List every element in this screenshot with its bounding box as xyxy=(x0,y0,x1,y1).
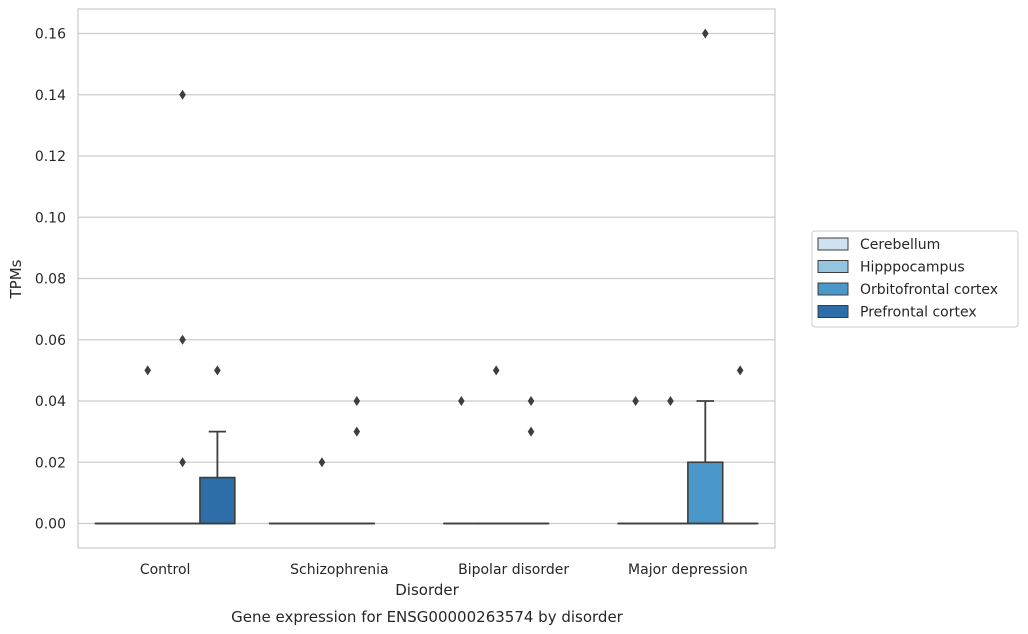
outlier-point xyxy=(527,426,535,437)
y-tick-label: 0.02 xyxy=(35,455,66,471)
y-tick-label: 0.06 xyxy=(35,333,66,349)
y-tick-label: 0.12 xyxy=(35,149,66,165)
chart-caption: Gene expression for ENSG00000263574 by d… xyxy=(231,608,624,626)
legend-frame xyxy=(811,230,1019,328)
outlier-point xyxy=(492,365,500,376)
y-tick-label: 0.00 xyxy=(35,517,66,533)
outlier-point xyxy=(353,396,361,406)
x-tick-label: Schizophrenia xyxy=(290,562,388,578)
y-tick-label: 0.04 xyxy=(35,394,66,410)
legend-swatch xyxy=(817,260,849,273)
outlier-point xyxy=(632,396,639,406)
plot-area-frame xyxy=(77,8,776,549)
x-tick-label: Bipolar disorder xyxy=(458,562,569,578)
outlier-point xyxy=(179,334,186,345)
outlier-point xyxy=(214,365,221,376)
x-tick-label: Control xyxy=(140,562,191,578)
outlier-point xyxy=(179,457,186,468)
outlier-point xyxy=(179,89,186,100)
y-axis-label: TPMs xyxy=(7,259,25,299)
y-axis-ticks: 0.00 0.02 0.04 0.06 0.08 0.10 0.12 0.14 0.16 xyxy=(35,27,66,533)
legend: Cerebellum Hipppocampus Orbitofrontal cort… xyxy=(811,230,1019,328)
outlier-point xyxy=(458,396,465,406)
y-tick-label: 0.14 xyxy=(35,88,66,104)
outlier-point xyxy=(144,365,151,376)
grid-lines xyxy=(78,32,775,525)
x-axis-ticks: Control Schizophrenia Bipolar disorder Majo… xyxy=(140,562,748,578)
legend-label: Hipppocampus xyxy=(860,260,965,276)
y-tick-label: 0.08 xyxy=(35,272,66,288)
outlier-point xyxy=(667,396,674,406)
legend-label: Prefrontal cortex xyxy=(860,305,977,321)
outlier-point xyxy=(318,457,326,468)
boxes xyxy=(94,28,759,525)
y-tick-label: 0.16 xyxy=(35,27,66,43)
legend-swatch xyxy=(817,305,849,318)
outlier-point xyxy=(353,426,361,437)
legend-label: Orbitofrontal cortex xyxy=(860,282,998,298)
box xyxy=(687,461,724,525)
x-tick-label: Major depression xyxy=(628,562,748,578)
y-tick-label: 0.10 xyxy=(35,210,66,226)
box xyxy=(199,476,236,525)
x-axis-label: Disorder xyxy=(395,581,459,599)
legend-label: Cerebellum xyxy=(860,237,940,253)
outlier-point xyxy=(702,28,709,39)
legend-swatch xyxy=(817,237,849,251)
outlier-point xyxy=(527,396,535,406)
legend-swatch xyxy=(817,282,849,296)
outlier-point xyxy=(736,365,744,376)
